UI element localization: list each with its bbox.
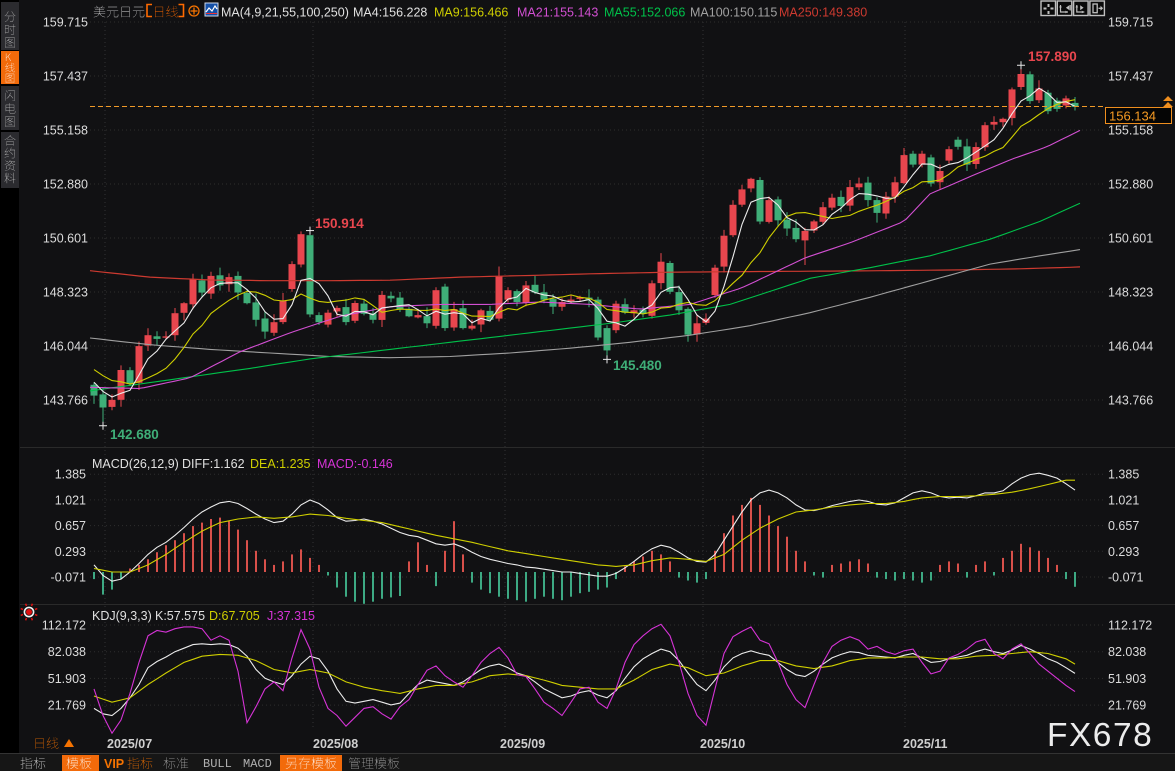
svg-text:112.172: 112.172 (1108, 619, 1152, 633)
svg-text:J:37.315: J:37.315 (267, 609, 315, 623)
svg-text:155.158: 155.158 (1108, 124, 1153, 138)
svg-text:1.021: 1.021 (1108, 493, 1139, 507)
svg-text:1.385: 1.385 (1108, 468, 1139, 482)
svg-text:MA9:156.466: MA9:156.466 (434, 6, 508, 20)
svg-text:150.601: 150.601 (1108, 232, 1153, 246)
svg-text:142.680: 142.680 (110, 427, 159, 442)
svg-text:21.769: 21.769 (1108, 699, 1146, 713)
svg-text:159.715: 159.715 (43, 16, 88, 30)
svg-text:MA100:150.115: MA100:150.115 (690, 6, 777, 20)
svg-text:143.766: 143.766 (43, 394, 88, 408)
svg-text:MA250:149.380: MA250:149.380 (779, 6, 867, 20)
svg-text:MA4:156.228: MA4:156.228 (353, 6, 427, 20)
svg-text:MA21:155.143: MA21:155.143 (517, 6, 598, 20)
svg-text:-0.071: -0.071 (51, 571, 86, 585)
svg-text:155.158: 155.158 (43, 124, 88, 138)
svg-text:MACD: MACD (243, 757, 272, 771)
svg-text:143.766: 143.766 (1108, 394, 1153, 408)
svg-text:157.437: 157.437 (43, 70, 88, 84)
svg-text:150.601: 150.601 (43, 232, 88, 246)
svg-text:152.880: 152.880 (1108, 178, 1153, 192)
svg-text:-0.071: -0.071 (1108, 571, 1143, 585)
svg-text:146.044: 146.044 (43, 340, 88, 354)
svg-text:0.293: 0.293 (55, 545, 86, 559)
svg-text:BULL: BULL (203, 757, 232, 771)
svg-text:2025/07: 2025/07 (107, 737, 152, 751)
svg-text:2025/11: 2025/11 (903, 737, 948, 751)
svg-text:D:67.705: D:67.705 (209, 609, 260, 623)
svg-text:145.480: 145.480 (613, 358, 662, 373)
svg-text:KDJ(9,3,3): KDJ(9,3,3) (92, 609, 152, 623)
svg-text:2025/10: 2025/10 (700, 737, 745, 751)
svg-text:K:57.575: K:57.575 (155, 609, 205, 623)
svg-text:MACD:-0.146: MACD:-0.146 (317, 457, 393, 471)
svg-text:MA(4,9,21,55,100,250): MA(4,9,21,55,100,250) (221, 6, 349, 20)
svg-text:51.903: 51.903 (48, 672, 86, 686)
svg-text:150.914: 150.914 (315, 216, 364, 231)
svg-text:MA55:152.066: MA55:152.066 (604, 6, 685, 20)
svg-text:159.715: 159.715 (1108, 16, 1153, 30)
svg-text:VIP: VIP (104, 757, 124, 771)
svg-text:148.323: 148.323 (1108, 286, 1153, 300)
svg-text:21.769: 21.769 (48, 699, 86, 713)
svg-text:2025/09: 2025/09 (500, 737, 545, 751)
svg-text:DIFF:1.162: DIFF:1.162 (182, 457, 245, 471)
svg-text:148.323: 148.323 (43, 286, 88, 300)
svg-text:0.657: 0.657 (1108, 519, 1139, 533)
svg-text:1.385: 1.385 (55, 468, 86, 482)
svg-text:82.038: 82.038 (1108, 645, 1146, 659)
svg-text:82.038: 82.038 (48, 645, 86, 659)
svg-text:DEA:1.235: DEA:1.235 (250, 457, 311, 471)
svg-text:156.134: 156.134 (1109, 109, 1156, 124)
svg-text:FX678: FX678 (1047, 717, 1153, 754)
svg-text:112.172: 112.172 (42, 619, 86, 633)
svg-text:2025/08: 2025/08 (313, 737, 358, 751)
svg-text:51.903: 51.903 (1108, 672, 1146, 686)
svg-text:152.880: 152.880 (43, 178, 88, 192)
svg-text:0.293: 0.293 (1108, 545, 1139, 559)
svg-text:0.657: 0.657 (55, 519, 86, 533)
svg-text:157.890: 157.890 (1028, 49, 1077, 64)
svg-text:157.437: 157.437 (1108, 70, 1153, 84)
svg-text:MACD(26,12,9): MACD(26,12,9) (92, 457, 179, 471)
svg-text:146.044: 146.044 (1108, 340, 1153, 354)
svg-text:1.021: 1.021 (55, 493, 86, 507)
